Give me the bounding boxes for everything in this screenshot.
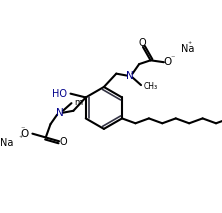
Text: HO: HO	[52, 89, 67, 99]
Text: ⁻: ⁻	[21, 124, 25, 133]
Text: O: O	[59, 137, 67, 147]
Text: m: m	[74, 98, 82, 107]
Text: CH₃: CH₃	[144, 82, 158, 91]
Text: Na: Na	[181, 44, 194, 54]
Text: ⁻: ⁻	[170, 53, 175, 62]
Text: Na: Na	[0, 138, 13, 148]
Text: O: O	[164, 57, 172, 67]
Text: O: O	[138, 38, 146, 48]
Text: O: O	[20, 129, 29, 139]
Text: ⁺: ⁺	[18, 134, 22, 143]
Text: N: N	[126, 71, 133, 81]
Text: ⁺: ⁺	[188, 40, 192, 49]
Text: N: N	[56, 108, 64, 118]
